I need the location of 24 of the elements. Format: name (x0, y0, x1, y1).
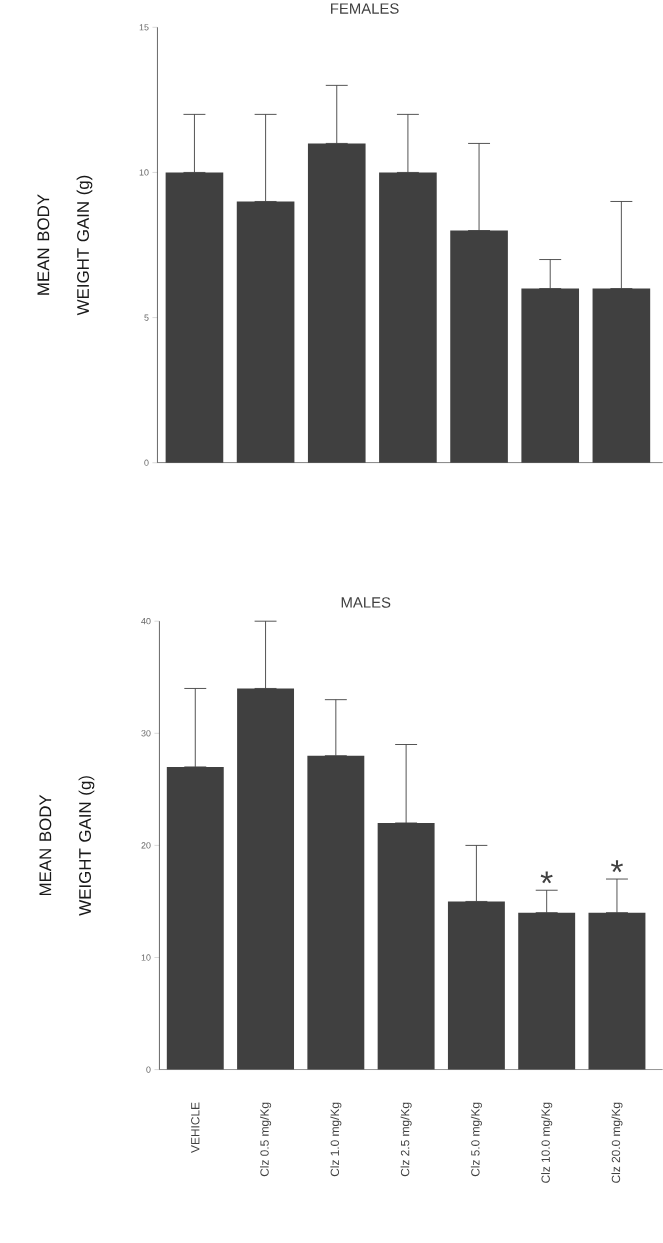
chart-title: MALES (341, 597, 391, 608)
y-tick-label: 5 (144, 314, 149, 321)
x-tick-label: Clz 10.0 mg/Kg (541, 1102, 553, 1183)
x-tick-label: Clz 2.5 mg/Kg (400, 1102, 412, 1177)
annotation: * (540, 871, 553, 884)
annotation: * (610, 860, 623, 873)
y-tick-label: 40 (141, 618, 151, 625)
text: MEAN BODY WEIGHT GAIN (g) (39, 776, 95, 916)
x-tick-label: Clz 1.0 mg/Kg (330, 1102, 342, 1177)
x-tick-label: Clz 0.5 mg/Kg (260, 1102, 272, 1177)
y-tick-label: 10 (141, 954, 151, 961)
bar (166, 766, 224, 1070)
bar (377, 822, 435, 1070)
y-tick-label: 20 (141, 842, 151, 849)
y-tick-label: 15 (139, 24, 149, 31)
y-tick-label: 0 (144, 459, 149, 466)
chart-title: FEMALES (331, 3, 399, 14)
y-tick-label: 0 (146, 1066, 151, 1073)
text: MEAN BODY WEIGHT GAIN (g) (37, 175, 93, 316)
y-tick-label: 30 (141, 730, 151, 737)
x-tick-label: VEHICLE (191, 1102, 200, 1153)
y-tick-label: 10 (139, 169, 149, 176)
x-tick-label: Clz 20.0 mg/Kg (611, 1102, 623, 1183)
x-tick-label: Clz 5.0 mg/Kg (470, 1102, 482, 1177)
